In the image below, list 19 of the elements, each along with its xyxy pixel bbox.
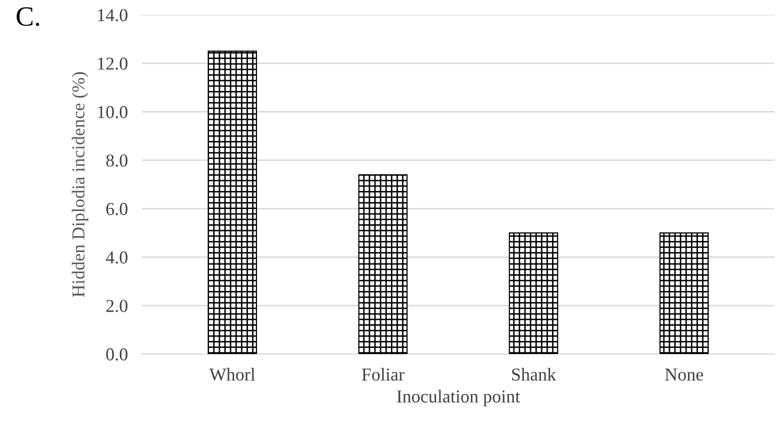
bar	[659, 232, 709, 354]
x-tick-label: None	[665, 368, 704, 381]
x-tick-label: Shank	[512, 368, 556, 381]
y-axis-title: Hidden Diplodia incidence (%)	[72, 72, 88, 297]
y-tick-label: 8.0	[106, 154, 128, 167]
y-tick-label: 14.0	[98, 9, 128, 22]
bar	[208, 50, 258, 354]
x-axis-title: Inoculation point	[396, 390, 520, 406]
chart-title: C.	[16, 7, 40, 26]
x-tick-label: Foliar	[362, 368, 404, 381]
bar	[508, 232, 558, 354]
x-tick-label: Whorl	[209, 368, 256, 381]
bar	[358, 174, 408, 354]
y-tick-label: 0.0	[106, 348, 128, 361]
y-tick-label: 2.0	[106, 300, 128, 312]
y-tick-label: 4.0	[106, 251, 128, 264]
y-tick-label: 10.0	[98, 106, 128, 118]
y-tick-label: 6.0	[106, 202, 128, 216]
y-tick-label: 12.0	[98, 58, 128, 70]
